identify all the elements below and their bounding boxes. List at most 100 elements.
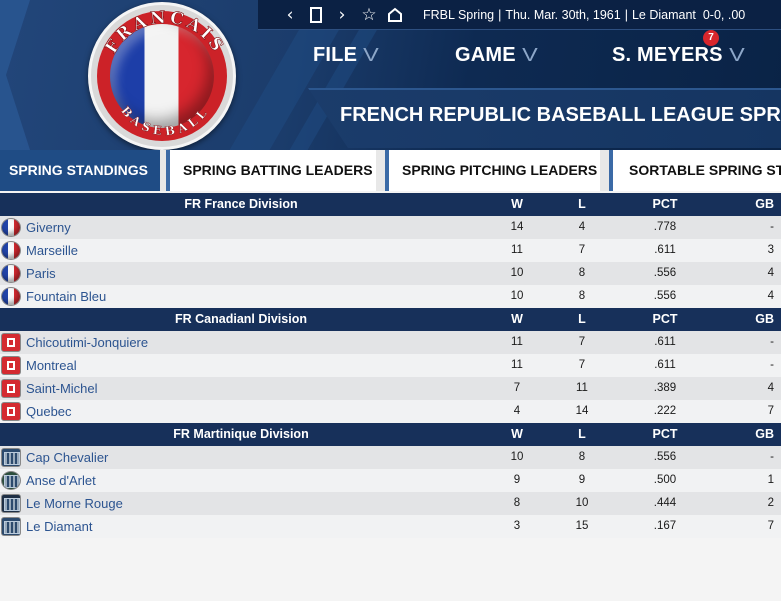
losses-cell: 7 bbox=[578, 336, 586, 348]
team-link[interactable]: Saint-Michel bbox=[26, 381, 98, 396]
column-header-l[interactable]: L bbox=[578, 312, 586, 326]
gb-cell: 4 bbox=[767, 382, 774, 394]
star-icon[interactable]: ☆ bbox=[361, 5, 377, 25]
losses-cell: 8 bbox=[578, 290, 586, 302]
pct-cell: .556 bbox=[653, 267, 677, 279]
team-logo-icon bbox=[1, 494, 21, 513]
wins-cell: 10 bbox=[510, 451, 524, 463]
pct-cell: .444 bbox=[653, 497, 677, 509]
tab-spring-standings[interactable]: SPRING STANDINGS bbox=[0, 150, 160, 191]
page-title: FRENCH REPUBLIC BASEBALL LEAGUE SPRING C bbox=[340, 104, 781, 126]
losses-cell: 8 bbox=[578, 451, 586, 463]
table-row: Montreal 11 7 .611 - bbox=[0, 354, 781, 377]
svg-text:FRANCAIS: FRANCAIS bbox=[101, 7, 228, 57]
league-logo: FRANCAIS BASEBALL bbox=[88, 2, 236, 150]
file-menu[interactable]: FILE V bbox=[313, 40, 379, 70]
current-date: Thu. Mar. 30th, 1961 bbox=[505, 8, 621, 22]
team-link[interactable]: Paris bbox=[26, 266, 56, 281]
division-name: FR Canadianl Division bbox=[175, 312, 307, 326]
logo-bottom-text: BASEBALL bbox=[118, 103, 208, 138]
team-link[interactable]: Le Diamant bbox=[26, 519, 93, 534]
team-link[interactable]: Marseille bbox=[26, 243, 79, 258]
forward-icon[interactable]: › bbox=[338, 5, 346, 25]
column-header-l[interactable]: L bbox=[578, 197, 586, 211]
column-header-w[interactable]: W bbox=[511, 197, 523, 211]
column-header-pct[interactable]: PCT bbox=[652, 427, 678, 441]
gb-cell: - bbox=[770, 359, 774, 371]
table-row: Paris 10 8 .556 4 bbox=[0, 262, 781, 285]
team-logo-icon bbox=[1, 448, 21, 467]
team-link[interactable]: Chicoutimi-Jonquiere bbox=[26, 335, 149, 350]
user-menu[interactable]: S. MEYERS V bbox=[612, 40, 745, 70]
team-link[interactable]: Fountain Bleu bbox=[26, 289, 107, 304]
team-logo-icon bbox=[1, 356, 21, 375]
team-link[interactable]: Giverny bbox=[26, 220, 71, 235]
wins-cell: 7 bbox=[513, 382, 521, 394]
table-row: Le Diamant 3 15 .167 7 bbox=[0, 515, 781, 538]
table-row: Fountain Bleu 10 8 .556 4 bbox=[0, 285, 781, 308]
back-icon[interactable]: ‹ bbox=[286, 5, 294, 25]
team-logo-icon bbox=[1, 264, 21, 283]
pct-cell: .611 bbox=[654, 359, 676, 371]
gb-cell: 2 bbox=[767, 497, 774, 509]
losses-cell: 9 bbox=[578, 474, 586, 486]
losses-cell: 15 bbox=[575, 520, 589, 532]
tab-spring-pitching-leaders[interactable]: SPRING PITCHING LEADERS bbox=[385, 150, 600, 191]
home-icon[interactable] bbox=[385, 4, 405, 26]
gb-cell: 4 bbox=[767, 290, 774, 302]
wins-cell: 11 bbox=[511, 244, 523, 256]
pct-cell: .611 bbox=[654, 336, 676, 348]
top-navigation-bar: ‹ › ☆ bbox=[258, 0, 781, 30]
losses-cell: 4 bbox=[578, 221, 586, 233]
chevron-down-icon: V bbox=[728, 45, 745, 65]
tab-bar: SPRING STANDINGS SPRING BATTING LEADERS … bbox=[0, 150, 781, 191]
gb-cell: - bbox=[770, 221, 774, 233]
svg-text:BASEBALL: BASEBALL bbox=[118, 104, 212, 139]
column-header-l[interactable]: L bbox=[578, 427, 586, 441]
gb-cell: - bbox=[770, 451, 774, 463]
team-link[interactable]: Anse d'Arlet bbox=[26, 473, 96, 488]
table-row: Chicoutimi-Jonquiere 11 7 .611 - bbox=[0, 331, 781, 354]
gb-cell: 1 bbox=[767, 474, 774, 486]
tab-spring-batting-leaders[interactable]: SPRING BATTING LEADERS bbox=[166, 150, 376, 191]
game-menu-label: GAME bbox=[455, 44, 516, 66]
title-banner bbox=[308, 88, 781, 148]
table-row: Marseille 11 7 .611 3 bbox=[0, 239, 781, 262]
pct-cell: .222 bbox=[653, 405, 677, 417]
gb-cell: 7 bbox=[767, 405, 774, 417]
team-link[interactable]: Quebec bbox=[26, 404, 72, 419]
game-menu[interactable]: GAME V bbox=[455, 40, 538, 70]
team-logo-icon bbox=[1, 379, 21, 398]
team-link[interactable]: Cap Chevalier bbox=[26, 450, 109, 465]
column-header-pct[interactable]: PCT bbox=[652, 197, 678, 211]
table-row: Saint-Michel 7 11 .389 4 bbox=[0, 377, 781, 400]
tab-sortable-spring-stats[interactable]: SORTABLE SPRING STA bbox=[609, 150, 781, 191]
wins-cell: 9 bbox=[513, 474, 521, 486]
division-header: FR Canadianl Division W L PCT GB bbox=[0, 308, 781, 331]
column-header-gb[interactable]: GB bbox=[755, 312, 774, 326]
team-logo-icon bbox=[1, 333, 21, 352]
gb-cell: - bbox=[770, 336, 774, 348]
gb-cell: 4 bbox=[767, 267, 774, 279]
division-name: FR France Division bbox=[184, 197, 298, 211]
losses-cell: 14 bbox=[575, 405, 589, 417]
file-menu-label: FILE bbox=[313, 44, 358, 66]
column-header-gb[interactable]: GB bbox=[755, 197, 774, 211]
pct-cell: .611 bbox=[654, 244, 676, 256]
team-logo-icon bbox=[1, 402, 21, 421]
column-header-pct[interactable]: PCT bbox=[652, 312, 678, 326]
column-header-gb[interactable]: GB bbox=[755, 427, 774, 441]
column-header-w[interactable]: W bbox=[511, 312, 523, 326]
team-link[interactable]: Montreal bbox=[26, 358, 77, 373]
table-row: Cap Chevalier 10 8 .556 - bbox=[0, 446, 781, 469]
pct-cell: .556 bbox=[653, 451, 677, 463]
gb-cell: 3 bbox=[767, 244, 774, 256]
window-icon[interactable] bbox=[306, 4, 326, 26]
notification-badge[interactable]: 7 bbox=[703, 30, 719, 46]
column-header-w[interactable]: W bbox=[511, 427, 523, 441]
team-link[interactable]: Le Morne Rouge bbox=[26, 496, 123, 511]
pct-cell: .778 bbox=[653, 221, 677, 233]
division-header: FR Martinique Division W L PCT GB bbox=[0, 423, 781, 446]
logo-top-text: FRANCAIS bbox=[101, 7, 226, 58]
